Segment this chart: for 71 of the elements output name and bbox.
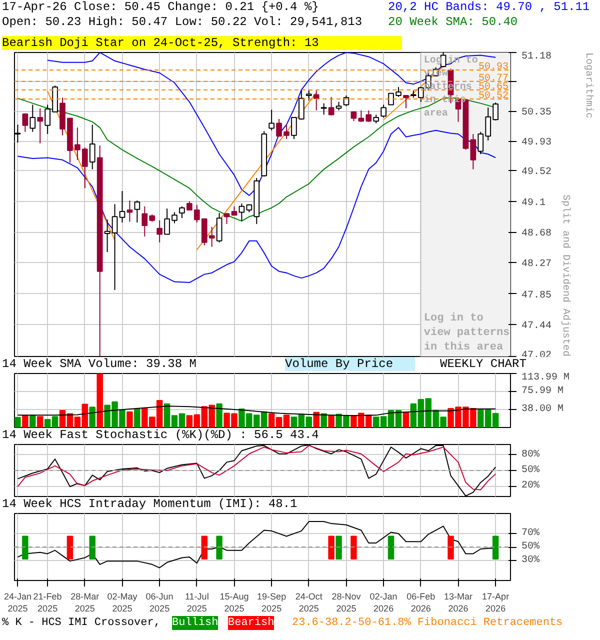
candlestick [313,90,320,111]
x-tick-label: 19-Sep 2025 [257,592,286,614]
candlestick [268,109,274,131]
text: 20,2 HC Bands: 49.70 , 51.11 [388,0,590,14]
y-tick-label: 49.1 [522,198,546,209]
ref-line-label: 50.52 [478,91,509,102]
x-tick-label: 17-Apr 2026 [482,592,510,614]
line-series [17,127,496,284]
candlestick [126,200,133,222]
y-tick-label: 80% [522,449,540,460]
text: WEEKLY CHART [440,357,526,371]
y-tick-label: 75.99 M [522,386,564,397]
y-tick-label: 30% [522,554,540,566]
candlestick [179,206,185,219]
candlestick [156,220,162,243]
chart-title: 14 Week HCS Intraday Momentum (IMI): 48.1 [2,497,298,511]
candlestick [380,104,386,118]
candlestick [306,90,312,101]
candlestick [328,96,334,116]
text: 23.6-38.2-50-61.8% Fibonacci Retracements [292,616,563,630]
x-tick-label: 15-Aug 2025 [220,592,249,614]
x-tick-label: 21-Feb 2025 [33,592,62,614]
y-tick-label: 113.99 M [522,372,570,384]
y-tick-label: 48.68 [522,228,552,240]
y-tick-label: 50% [522,465,540,476]
y-tick-label: 49.52 [522,167,552,178]
band-label: Log in to view patterns in this area [424,312,510,354]
text: % K - HCS IMI Crossover, [2,616,160,630]
y-tick-label: 70% [522,528,540,540]
candlestick [119,190,126,224]
x-tick-label: 28-Nov 2025 [332,592,362,614]
text: Volume By Price [285,357,415,371]
chart-title: 14 Week Fast Stochastic (%K)(%D) : 56.5 43.4 [2,428,319,442]
y-tick-label: 20% [522,480,540,492]
x-tick-label: 02-Jan 2026 [370,592,398,614]
x-tick-label: 11-Jul 2025 [184,592,209,614]
candlestick [104,219,110,253]
x-tick-label: 24-Oct 2025 [295,592,323,614]
y-tick-label: 38.00 M [522,404,564,415]
ref-line-label: 50.93 [478,62,509,74]
candlestick [134,200,140,224]
candlestick [89,124,96,170]
candlestick [30,104,36,132]
candlestick [216,212,222,243]
text: Bullish [172,616,218,630]
y-tick-label: 48.27 [522,258,552,270]
text: 20 Week SMA: 50.40 [388,15,518,29]
x-tick-label: 06-Jun 2025 [146,592,174,614]
y-tick-label: 51.18 [522,52,552,62]
x-tick-label: 13-Mar 2026 [444,592,472,614]
candlestick [403,94,409,109]
text: Logarithmic [582,52,594,119]
y-tick-label: 49.93 [522,138,552,149]
text: 14 Week SMA Volume: 39.38 M [2,357,196,371]
candlestick [37,108,44,144]
y-tick-label: 50.35 [522,108,552,119]
chart-title: 17-Apr-26 Close: 50.45 Change: 0.21 {+0.4 %} [2,0,319,14]
y-axis-title: Split and Dividend Adjusted [560,194,572,357]
y-tick-label: 50% [522,542,540,552]
candlestick [22,112,28,132]
x-tick-label: 28-Mar 2025 [70,592,100,614]
chart-subtitle: Open: 50.23 High: 50.47 Low: 50.22 Vol: 29,541,813 [2,15,362,29]
text: Bearish [228,616,274,630]
text: Bearish Doji Star on 24-Oct-25, Strength: 13 [2,36,402,50]
x-tick-label: 06-Feb 2026 [406,592,436,614]
y-tick-label: 47.44 [522,321,552,332]
candlestick [320,102,327,116]
x-tick-label: 24-Jan 2025 [4,592,32,614]
y-tick-label: 47.85 [522,290,552,302]
candlestick [112,204,118,291]
x-tick-label: 02-May 2025 [107,592,138,614]
